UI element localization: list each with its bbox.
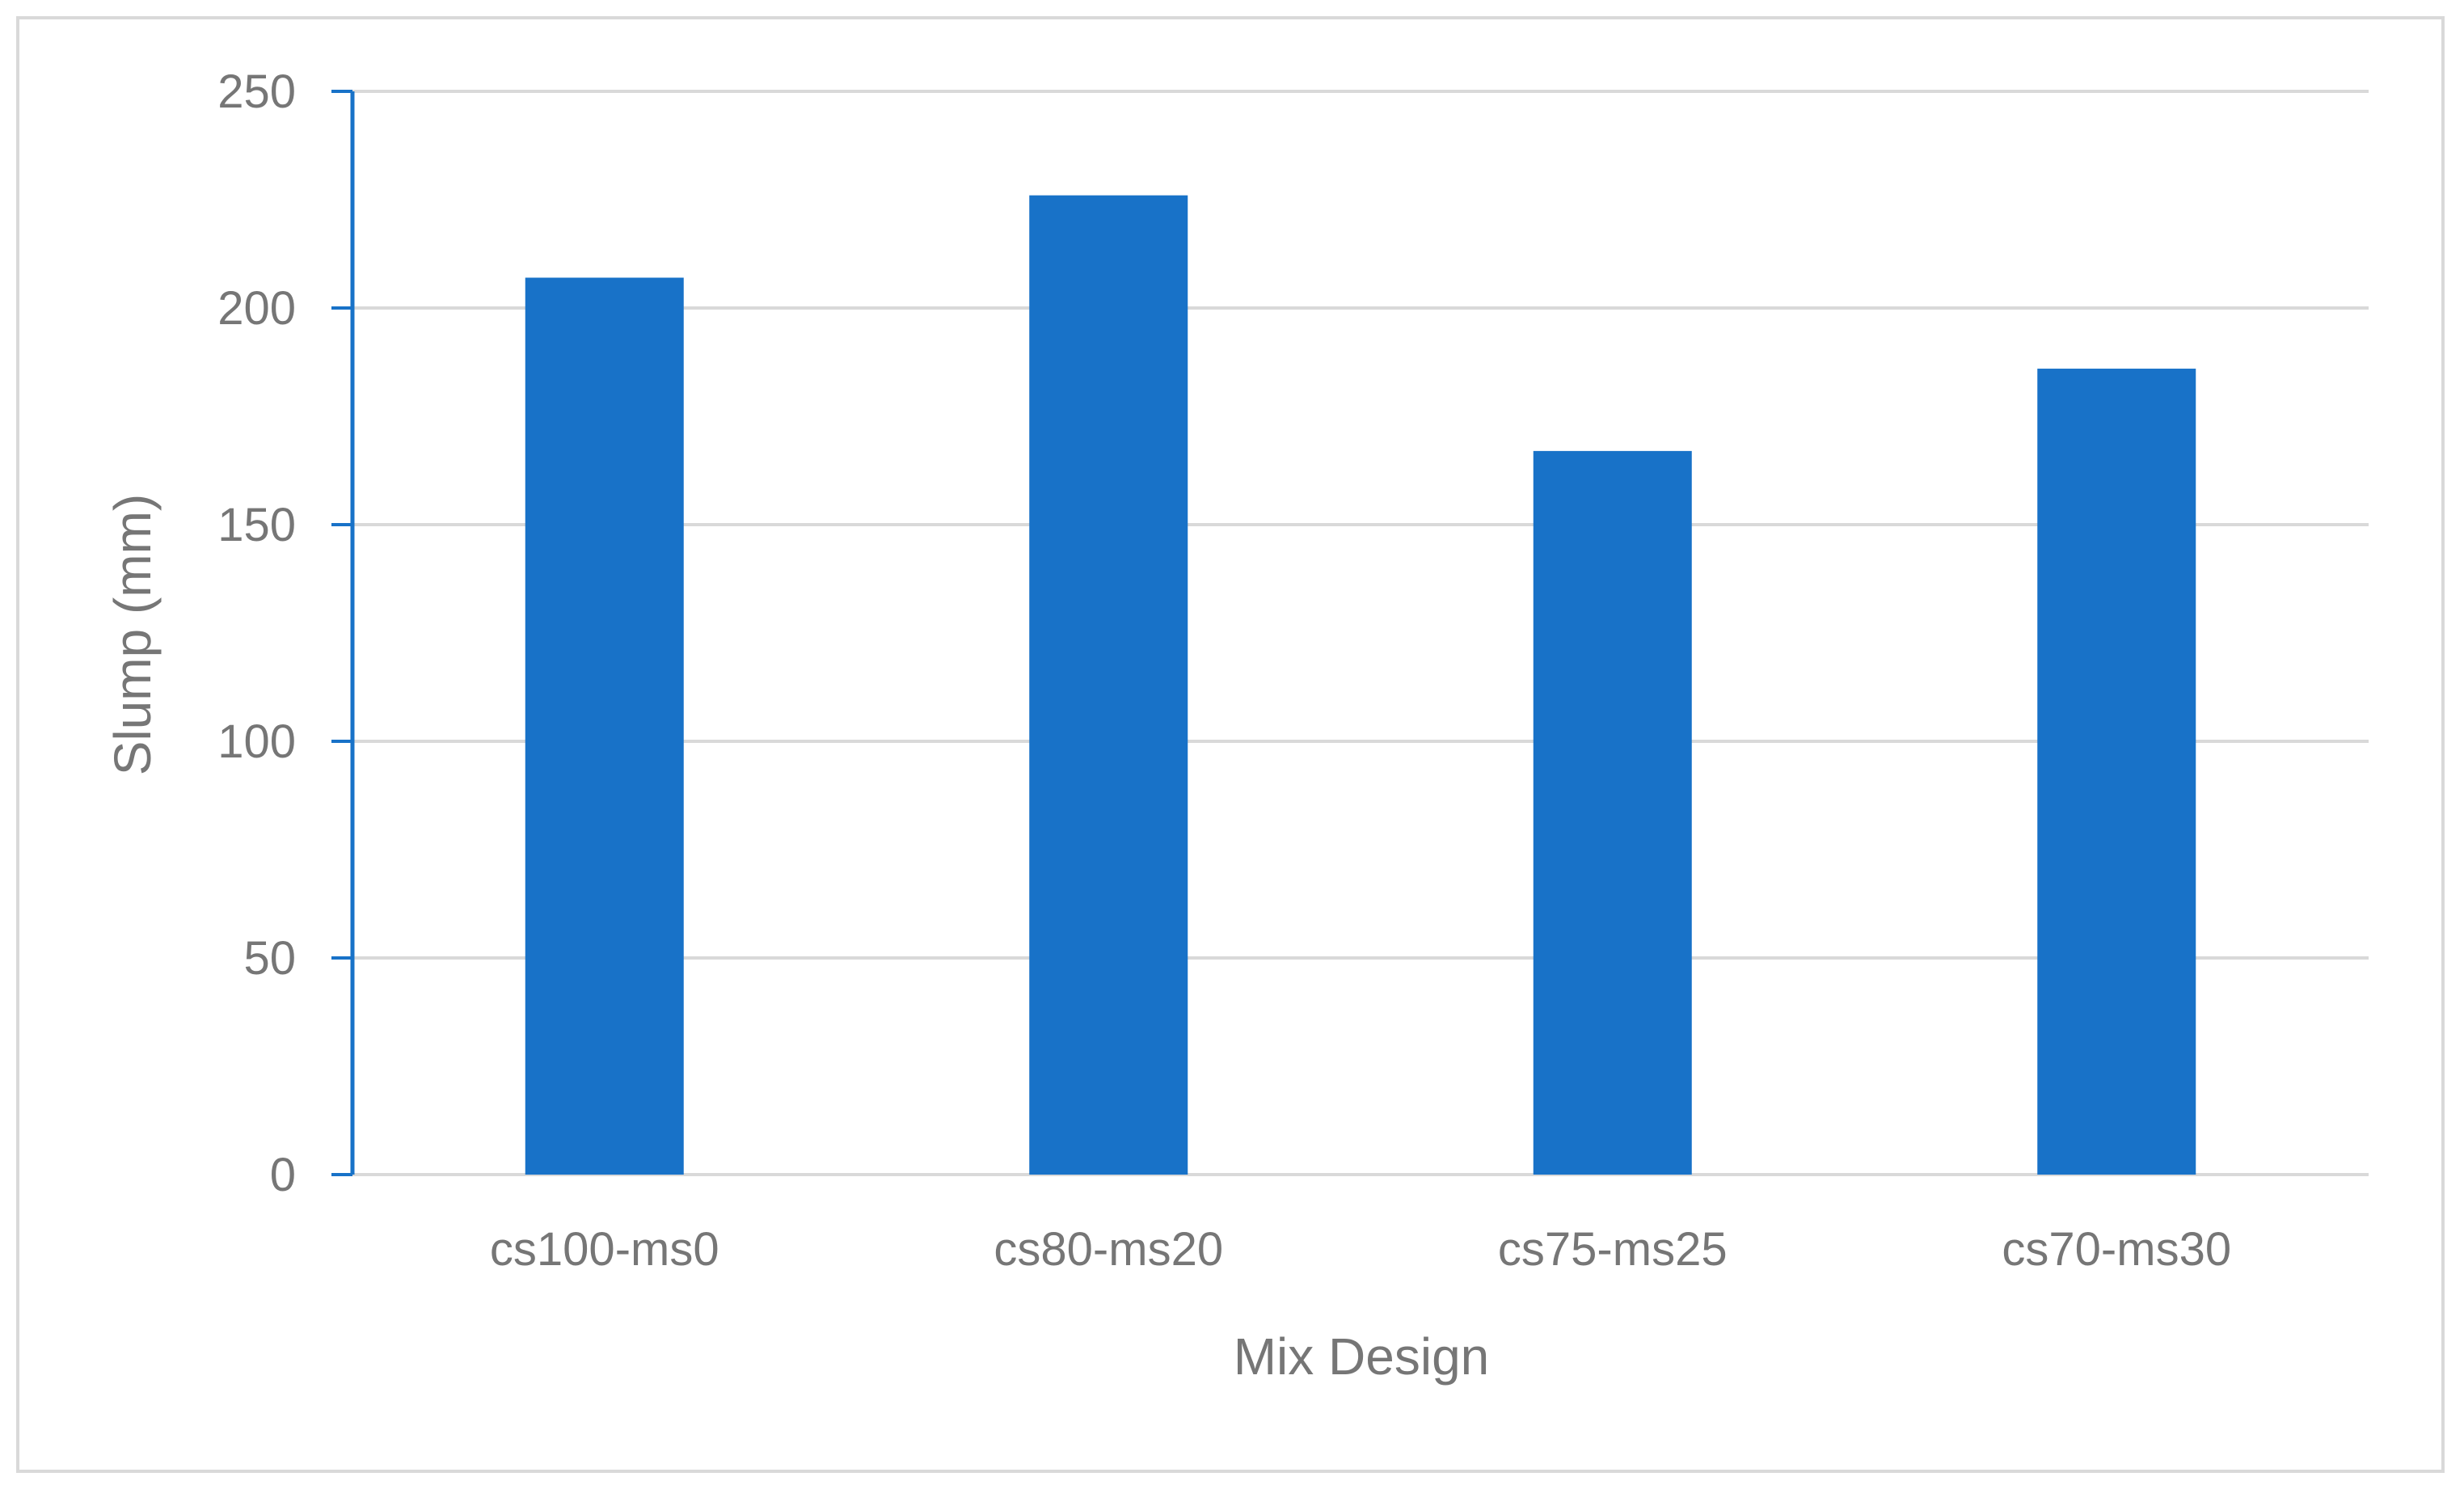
x-tick-label: cs75-ms25 [1498,1223,1728,1276]
x-tick-labels: cs100-ms0 cs80-ms20 cs75-ms25 cs70-ms30 [490,1223,2231,1276]
y-tick-label: 0 [270,1149,296,1201]
y-tick-label: 150 [217,499,296,551]
bar-cs80-ms20 [1029,195,1188,1175]
x-tick-label: cs100-ms0 [490,1223,719,1276]
bars [525,195,2196,1175]
axes [331,90,355,1176]
y-tick-labels: 0 50 100 150 200 250 [217,65,296,1201]
x-axis-title: Mix Design [1234,1327,1490,1386]
y-tick-label: 50 [243,932,296,985]
gridlines [352,90,2369,1176]
y-tick-label: 200 [217,282,296,335]
bar-cs100-ms0 [525,277,684,1175]
x-tick-label: cs70-ms30 [2002,1223,2231,1276]
x-tick-label: cs80-ms20 [994,1223,1223,1276]
y-tick-label: 100 [217,715,296,768]
bar-cs75-ms25 [1533,450,1692,1175]
y-axis-title: Slump (mm) [103,494,162,775]
bar-cs70-ms30 [2037,369,2196,1175]
y-tick-label: 250 [217,65,296,118]
